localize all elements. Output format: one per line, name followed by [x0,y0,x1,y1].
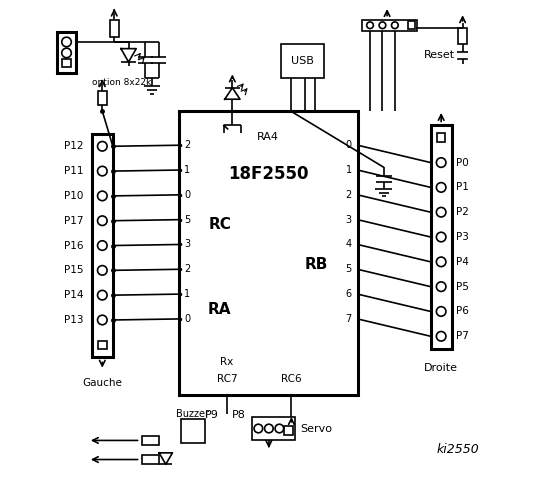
Text: 6: 6 [346,289,352,299]
Text: 1: 1 [184,289,191,299]
Text: RA4: RA4 [257,132,279,142]
Circle shape [367,22,373,29]
Bar [98,91,107,105]
Text: RB: RB [305,257,328,272]
Text: P3: P3 [456,232,469,242]
Text: 0: 0 [346,140,352,150]
Circle shape [97,241,107,250]
Text: 1: 1 [346,165,352,175]
Text: 4: 4 [346,240,352,250]
Circle shape [254,424,263,433]
Text: USB: USB [291,56,314,66]
Circle shape [97,216,107,226]
Circle shape [97,191,107,201]
Circle shape [97,265,107,275]
Bar [179,111,358,395]
Bar [57,33,76,73]
Bar [284,426,293,435]
Bar [281,44,324,78]
Text: option 8x22k: option 8x22k [92,78,151,87]
Circle shape [436,332,446,341]
Circle shape [436,282,446,291]
Text: P6: P6 [456,306,469,316]
Text: P8: P8 [231,410,246,420]
Circle shape [97,166,107,176]
Circle shape [436,182,446,192]
Circle shape [97,290,107,300]
Text: Rx: Rx [220,358,233,368]
Bar [98,340,107,349]
Text: P9: P9 [205,410,219,420]
Circle shape [97,142,107,151]
Text: P15: P15 [64,265,83,276]
Bar [181,419,205,443]
Text: Gauche: Gauche [82,378,122,388]
Bar [458,28,467,44]
Text: 3: 3 [184,240,191,250]
Text: P12: P12 [64,141,83,151]
Text: 1: 1 [184,165,191,175]
Bar [92,134,113,357]
Text: RC6: RC6 [281,374,302,384]
Text: P7: P7 [456,331,469,341]
Text: P4: P4 [456,257,469,267]
Circle shape [436,232,446,242]
Circle shape [436,307,446,316]
Text: Reset: Reset [424,50,455,60]
Bar [62,59,71,67]
Circle shape [436,257,446,266]
Bar [362,20,418,31]
Text: P14: P14 [64,290,83,300]
Circle shape [379,22,386,29]
Text: 3: 3 [346,215,352,225]
Text: 7: 7 [346,314,352,324]
Text: Droite: Droite [424,363,458,373]
Circle shape [97,315,107,325]
Text: P11: P11 [64,166,83,176]
Text: P0: P0 [456,157,469,168]
Text: P17: P17 [64,216,83,226]
Circle shape [264,424,273,433]
Text: 5: 5 [346,264,352,274]
Text: Servo: Servo [300,423,332,433]
Circle shape [62,48,71,58]
Text: 2: 2 [184,264,191,274]
Text: 18F2550: 18F2550 [228,165,309,182]
Bar [408,22,415,29]
Bar [431,125,452,348]
Text: P5: P5 [456,282,469,292]
Text: 2: 2 [184,140,191,150]
Circle shape [275,424,284,433]
Text: P2: P2 [456,207,469,217]
Text: RA: RA [208,302,232,317]
Circle shape [392,22,398,29]
Text: ki2550: ki2550 [436,444,479,456]
Text: RC7: RC7 [217,374,237,384]
Text: P1: P1 [456,182,469,192]
Text: P16: P16 [64,240,83,251]
Text: RC: RC [208,217,231,232]
Circle shape [436,158,446,168]
Circle shape [62,37,71,47]
Text: P10: P10 [64,191,83,201]
Bar [142,436,159,445]
Text: P13: P13 [64,315,83,325]
Text: Buzzer: Buzzer [176,409,210,419]
Bar [252,417,295,441]
Text: 0: 0 [184,190,191,200]
Bar [437,133,445,142]
Bar [142,455,159,464]
Text: 2: 2 [346,190,352,200]
Circle shape [436,207,446,217]
Bar [110,21,118,37]
Text: 5: 5 [184,215,191,225]
Text: 0: 0 [184,314,191,324]
